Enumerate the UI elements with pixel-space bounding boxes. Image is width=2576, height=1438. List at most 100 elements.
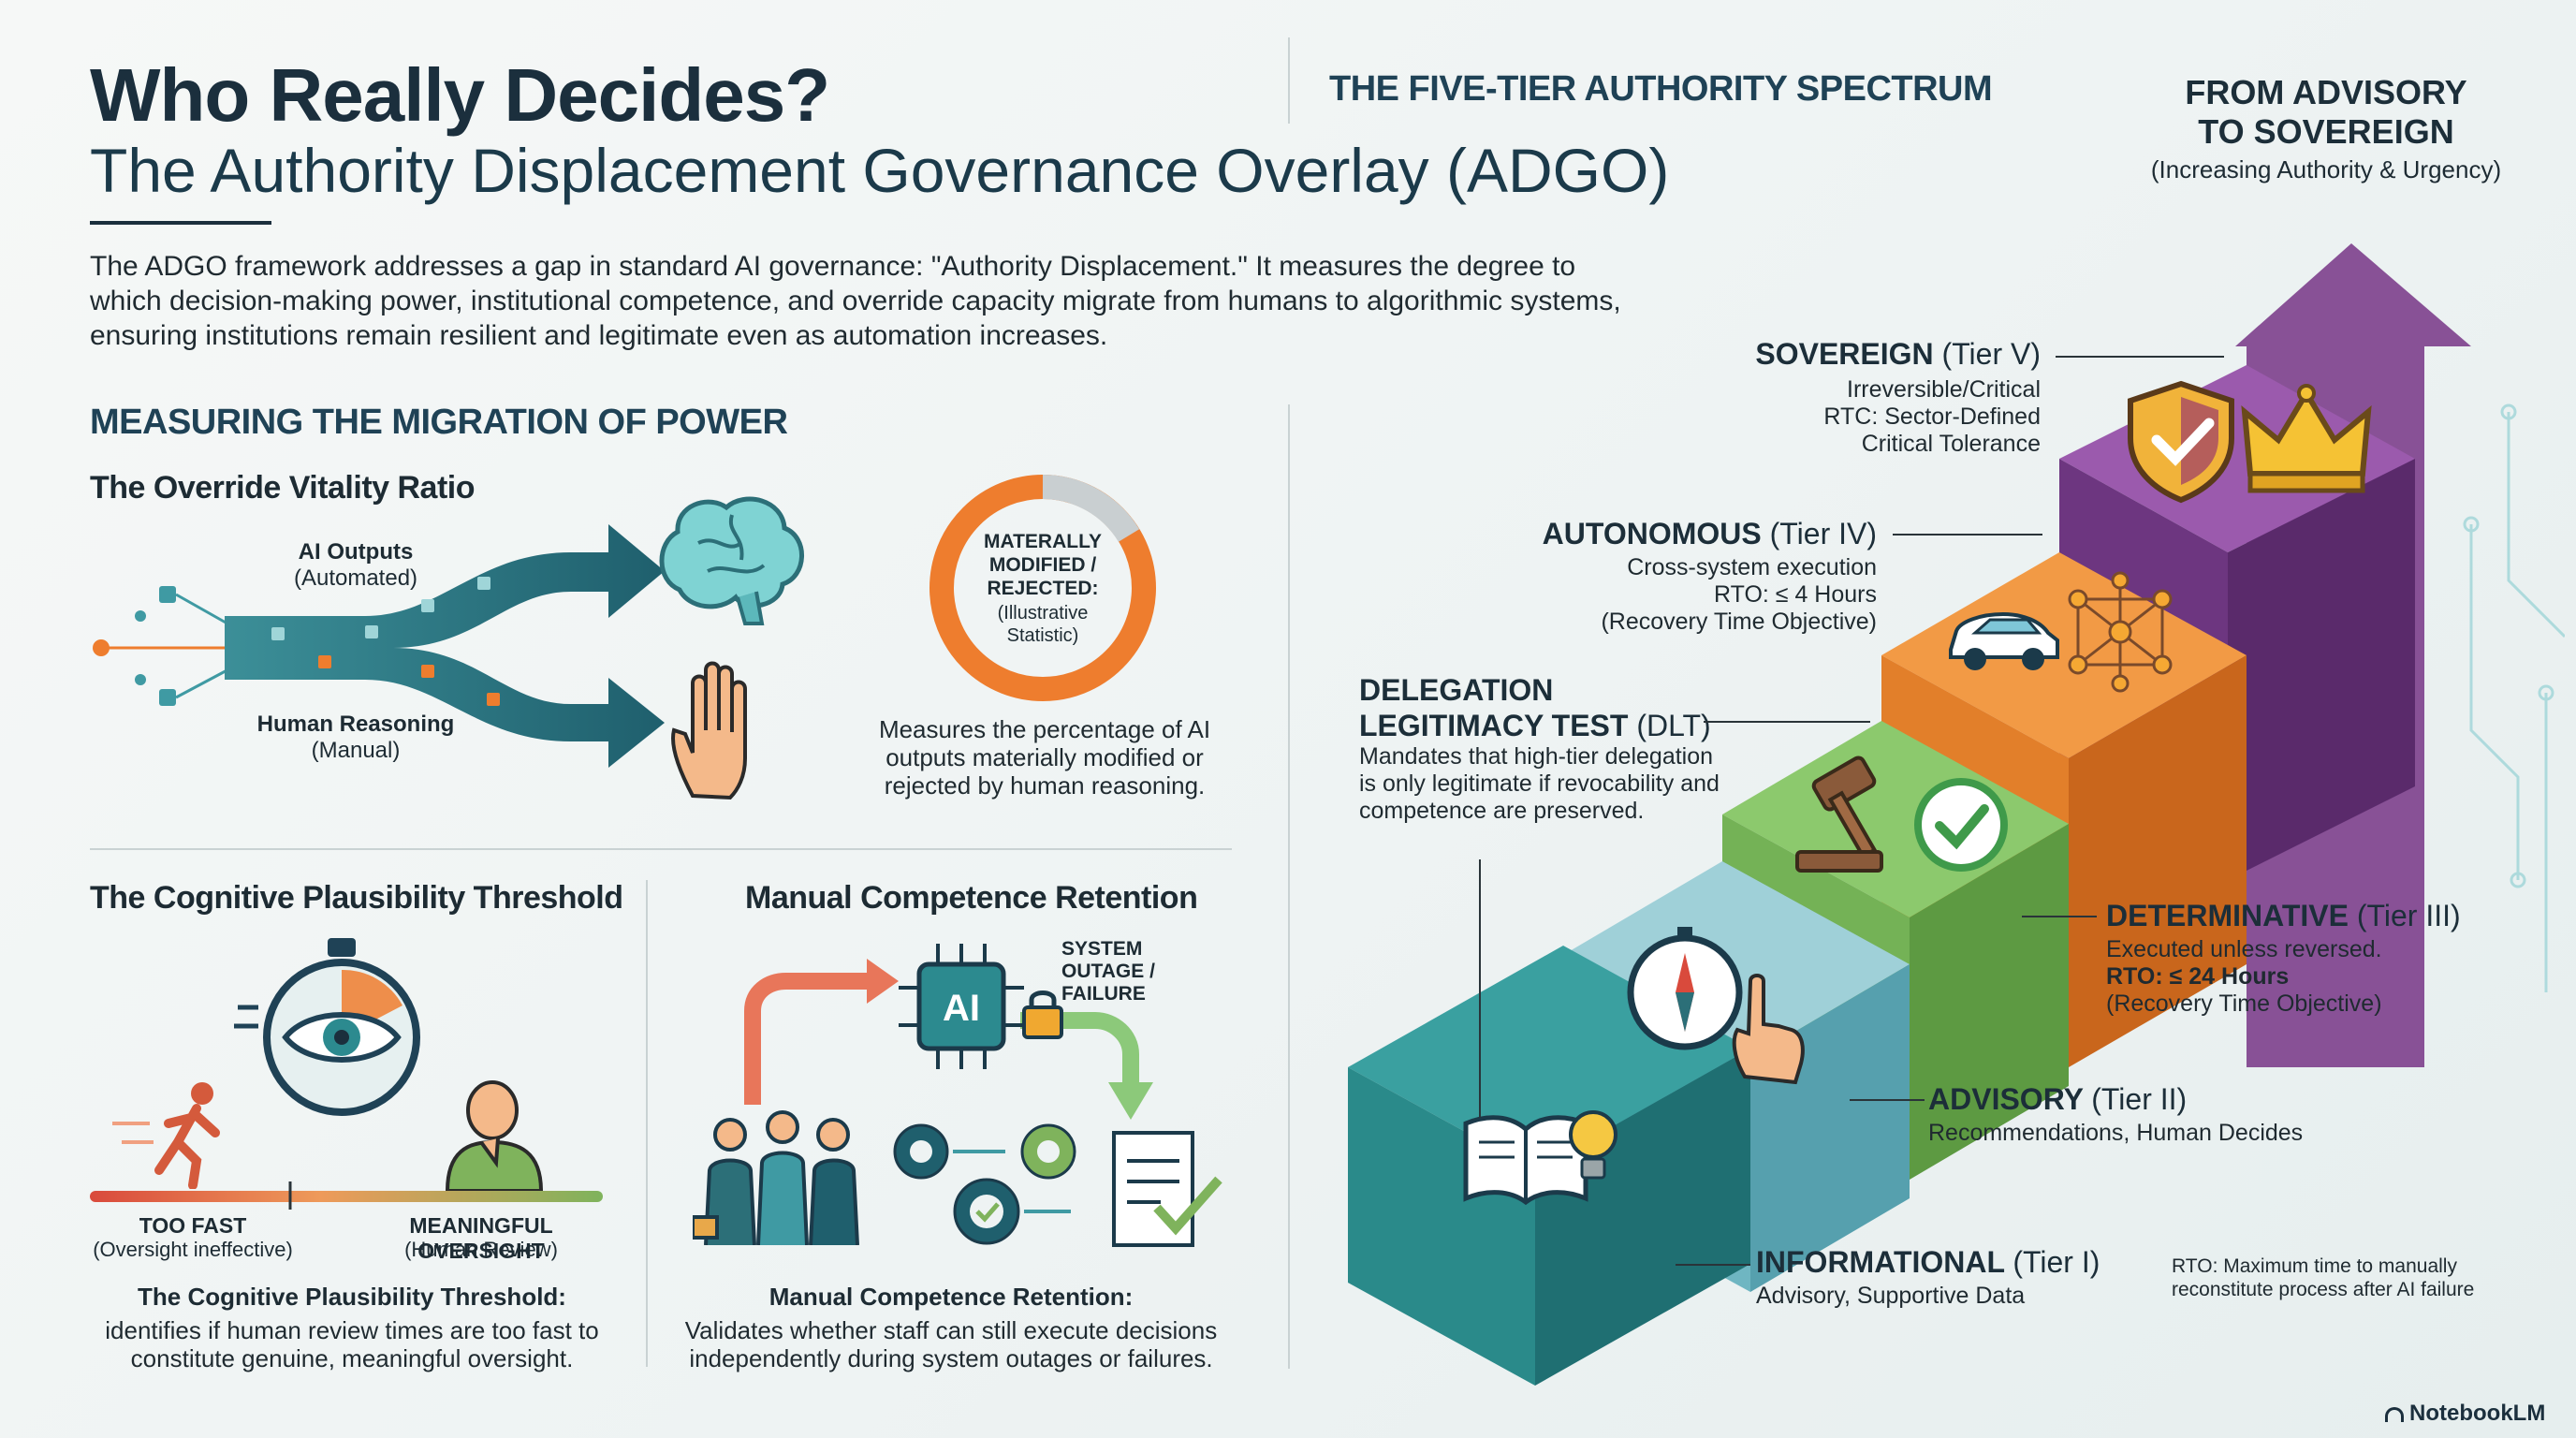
tier-4-title: AUTONOMOUS (Tier IV) xyxy=(1404,517,1877,551)
tier-4-line-2: RTO: ≤ 4 Hours xyxy=(1714,581,1877,608)
cpt-description: identifies if human review times are too… xyxy=(105,1316,599,1372)
circuit-decoration xyxy=(2463,404,2565,992)
runner-icon xyxy=(112,1082,220,1189)
intro-paragraph: The ADGO framework addresses a gap in st… xyxy=(90,251,1621,351)
tier-3-number: (Tier III) xyxy=(2356,899,2461,932)
tier-2-number: (Tier II) xyxy=(2091,1082,2188,1116)
tier-4-leader xyxy=(1893,534,2042,536)
tier-1-leader xyxy=(1676,1264,1750,1266)
dlt-name: DELEGATION LEGITIMACY TEST xyxy=(1359,673,1629,742)
donut-sub: (Illustrative Statistic) xyxy=(997,603,1089,646)
donut-label: MATERALLY MODIFIED / REJECTED: xyxy=(984,531,1102,599)
section-divider xyxy=(1288,404,1290,1369)
tier-2-name: ADVISORY xyxy=(1928,1082,2084,1116)
cpt-desc-title: The Cognitive Plausibility Threshold: xyxy=(138,1283,566,1311)
tier-5-line-1: Irreversible/Critical xyxy=(1847,376,2041,403)
dlt-vertical-leader xyxy=(1479,859,1481,1118)
too-fast-sub: (Oversight ineffective) xyxy=(93,1238,293,1261)
migration-heading: MEASURING THE MIGRATION OF POWER xyxy=(90,403,788,442)
tier-3-line-1: Executed unless reversed. xyxy=(2106,936,2382,962)
tier-3-title: DETERMINATIVE (Tier III) xyxy=(2106,899,2555,933)
tier-3-desc: Executed unless reversed. RTO: ≤ 24 Hour… xyxy=(2106,936,2481,1018)
tier-5-number: (Tier V) xyxy=(1941,337,2041,371)
mcr-description: Validates whether staff can still execut… xyxy=(684,1316,1218,1372)
document-check-icon xyxy=(1112,1131,1222,1247)
tier-4-line-1: Cross-system execution xyxy=(1627,554,1877,580)
override-description: Measures the percentage of AI outputs ma… xyxy=(878,715,1211,800)
header-divider xyxy=(1288,37,1290,124)
hand-icon xyxy=(671,661,747,800)
ai-outputs-sub: (Automated) xyxy=(293,565,418,591)
override-flow-diagram xyxy=(93,524,665,768)
tier-4-line-3: (Recovery Time Objective) xyxy=(1601,609,1877,635)
book-icon xyxy=(1463,1115,1588,1206)
left-vertical-divider xyxy=(646,880,648,1367)
override-title: The Override Vitality Ratio xyxy=(90,470,476,506)
check-icon xyxy=(1914,778,2008,872)
cpt-title: The Cognitive Plausibility Threshold xyxy=(90,880,623,916)
dlt-leader xyxy=(1704,721,1870,723)
title-divider xyxy=(90,221,271,225)
review-time-scale xyxy=(90,1181,603,1210)
mcr-cycle-arrows xyxy=(744,959,1153,1120)
tier-3-leader xyxy=(2022,916,2097,917)
compass-icon xyxy=(1627,927,1743,1050)
brand-icon xyxy=(2385,1406,2404,1422)
dlt-abbr: (DLT) xyxy=(1636,709,1711,742)
tier-1-desc: Advisory, Supportive Data xyxy=(1756,1283,2026,1309)
tier-4-name: AUTONOMOUS xyxy=(1542,517,1762,550)
stopwatch-eye-icon xyxy=(234,938,420,1116)
dlt-title: DELEGATION LEGITIMACY TEST (DLT) xyxy=(1359,672,1734,743)
meaningful-oversight-label: MEANINGFUL OVERSIGHT xyxy=(409,1213,553,1263)
tier-1-title: INFORMATIONAL (Tier I) xyxy=(1756,1245,2149,1280)
spectrum-heading: THE FIVE-TIER AUTHORITY SPECTRUM xyxy=(1329,69,1993,109)
tier-3-line-2: RTO: ≤ 24 Hours xyxy=(2106,963,2290,990)
tier-5-desc: Irreversible/Critical RTC: Sector-Define… xyxy=(1666,376,2041,458)
human-reasoning-sub: (Manual) xyxy=(311,738,401,763)
mcr-desc-title: Manual Competence Retention: xyxy=(768,1283,1134,1311)
system-outage-label: SYSTEM OUTAGE / FAILURE xyxy=(1061,938,1155,1005)
tier-5-leader xyxy=(2056,356,2224,358)
team-icon xyxy=(693,1110,859,1245)
lock-icon xyxy=(1022,990,1063,1039)
tier-5-line-3: Critical Tolerance xyxy=(1861,431,2041,457)
tier-1-number: (Tier I) xyxy=(2012,1245,2100,1279)
tier-4-number: (Tier IV) xyxy=(1769,517,1877,550)
too-fast-label: TOO FAST xyxy=(139,1213,247,1238)
tier-3-name: DETERMINATIVE xyxy=(2106,899,2349,932)
donut-remainder-arc xyxy=(1042,475,1140,543)
tier-2-leader xyxy=(1850,1099,1925,1101)
tier-1-name: INFORMATIONAL xyxy=(1756,1245,2005,1279)
tier-5-title: SOVEREIGN (Tier V) xyxy=(1591,337,2041,372)
pointing-hand-icon xyxy=(1732,974,1805,1085)
page-subtitle: The Authority Displacement Governance Ov… xyxy=(90,136,1670,205)
ai-chip-icon: AI xyxy=(899,944,1024,1069)
page-title: Who Really Decides? xyxy=(90,53,830,137)
gears-icon xyxy=(893,1123,1076,1245)
ai-outputs-label: AI Outputs xyxy=(298,539,414,565)
dlt-description: Mandates that high-tier delegation is on… xyxy=(1359,743,1720,824)
rto-note: RTO: Maximum time to manually reconstitu… xyxy=(2172,1255,2475,1300)
tier-4-desc: Cross-system execution RTO: ≤ 4 Hours (R… xyxy=(1498,554,1877,636)
tier-2-desc: Recommendations, Human Decides xyxy=(1928,1120,2304,1146)
tier-3-line-3: (Recovery Time Objective) xyxy=(2106,990,2382,1017)
network-icon xyxy=(2068,571,2173,693)
brand-name: NotebookLM xyxy=(2409,1401,2546,1426)
footer-brand: NotebookLM xyxy=(2385,1401,2545,1427)
lightbulb-icon xyxy=(1569,1110,1617,1180)
car-icon xyxy=(1949,611,2059,670)
arrow-title: FROM ADVISORY TO SOVEREIGN xyxy=(2185,73,2467,151)
tier-2-title: ADVISORY (Tier II) xyxy=(1928,1082,2378,1117)
mcr-title: Manual Competence Retention xyxy=(745,880,1198,916)
crown-icon xyxy=(2241,384,2372,493)
left-horizontal-divider xyxy=(90,848,1232,850)
gavel-icon xyxy=(1795,756,1883,873)
thinker-icon xyxy=(445,1080,544,1191)
override-donut-chart xyxy=(929,475,1156,701)
brain-icon xyxy=(659,496,804,625)
input-particles xyxy=(93,586,176,706)
tier-5-line-2: RTC: Sector-Defined xyxy=(1823,404,2041,430)
shield-check-icon xyxy=(2128,380,2234,504)
ai-chip-label: AI xyxy=(943,988,980,1029)
meaningful-oversight-sub: (Human Review) xyxy=(404,1238,558,1261)
